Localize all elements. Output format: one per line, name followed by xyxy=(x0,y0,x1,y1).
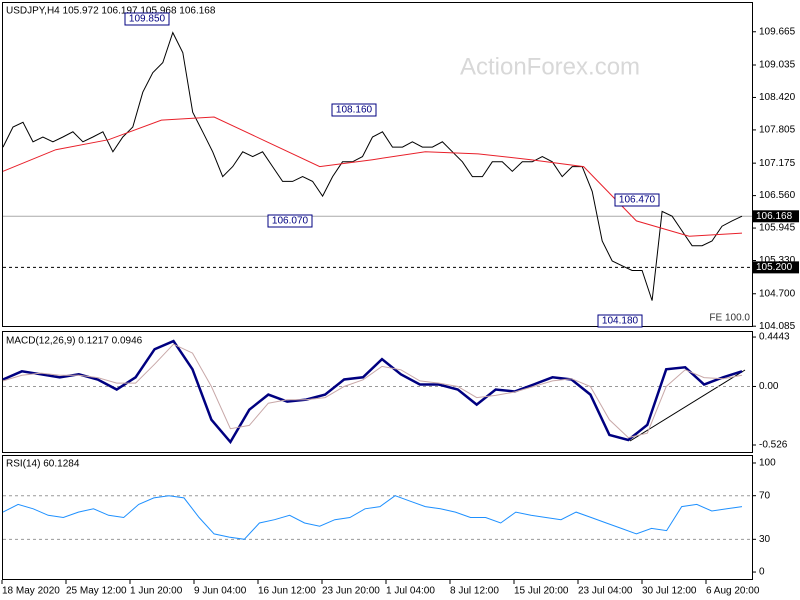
x-tick-label: 9 Jun 04:00 xyxy=(194,586,247,597)
rsi-panel xyxy=(2,455,753,580)
price-tag xyxy=(753,261,799,274)
series-line xyxy=(2,339,743,445)
x-tick-label: 18 May 2020 xyxy=(2,586,60,597)
chart-title: USDJPY,H4 105.972 106.197 105.968 106.16… xyxy=(6,6,216,17)
price-tag-label: 106.168 xyxy=(756,211,793,222)
y-tick-label: 108.420 xyxy=(759,92,796,103)
annotation-label: 106.070 xyxy=(272,216,309,227)
annotation-box xyxy=(597,314,643,328)
series-line xyxy=(2,495,743,540)
x-tick-label: 25 May 12:00 xyxy=(66,586,127,597)
x-tick-label: 23 Jul 04:00 xyxy=(578,586,633,597)
price-panel xyxy=(2,2,753,327)
price-tag-label: 105.200 xyxy=(756,262,793,273)
y-tick-label: 70 xyxy=(759,490,771,501)
macd-panel xyxy=(2,331,753,453)
annotation-box xyxy=(614,193,660,207)
annotation-label: 109.850 xyxy=(129,14,166,25)
y-tick-label: 30 xyxy=(759,534,771,545)
x-tick-label: 15 Jul 20:00 xyxy=(514,586,569,597)
y-tick-label: 100 xyxy=(759,458,776,469)
x-tick-label: 6 Aug 20:00 xyxy=(706,586,760,597)
y-tick-label: 0.00 xyxy=(759,381,779,392)
trendline xyxy=(629,369,746,442)
annotation-label: 106.470 xyxy=(619,195,656,206)
watermark: ActionForex.com xyxy=(460,53,640,80)
price-tag xyxy=(753,210,799,223)
x-tick-label: 8 Jul 12:00 xyxy=(450,586,499,597)
annotation-box xyxy=(267,214,313,228)
x-tick-label: 1 Jun 20:00 xyxy=(130,586,183,597)
y-tick-label: -0.526 xyxy=(759,440,788,451)
y-tick-label: 107.805 xyxy=(759,125,796,136)
y-tick-label: 109.035 xyxy=(759,60,796,71)
y-tick-label: 109.665 xyxy=(759,26,796,37)
rsi-title: RSI(14) 60.1284 xyxy=(6,459,80,470)
y-tick-label: 0.4443 xyxy=(759,332,790,343)
y-tick-label: 107.175 xyxy=(759,158,796,169)
series-line xyxy=(2,343,743,439)
annotation-label: 108.160 xyxy=(336,105,373,116)
x-tick-label: 23 Jun 20:00 xyxy=(322,586,380,597)
y-tick-label: 105.945 xyxy=(759,223,796,234)
y-tick-label: 104.700 xyxy=(759,288,796,299)
y-tick-label: 104.085 xyxy=(759,321,796,332)
y-tick-label: 106.560 xyxy=(759,190,796,201)
x-tick-label: 1 Jul 04:00 xyxy=(386,586,435,597)
annotation-box xyxy=(331,103,377,117)
x-tick-label: 16 Jun 12:00 xyxy=(258,586,316,597)
macd-title: MACD(12,26,9) 0.1217 0.0946 xyxy=(6,336,143,347)
series-line xyxy=(2,116,743,237)
annotation-box xyxy=(124,12,170,26)
x-tick-label: 30 Jul 12:00 xyxy=(642,586,697,597)
y-tick-label: 105.330 xyxy=(759,255,796,266)
annotation-label: 104.180 xyxy=(602,316,639,327)
fe-label: FE 100.0 xyxy=(709,313,750,324)
y-tick-label: 0 xyxy=(759,567,765,578)
